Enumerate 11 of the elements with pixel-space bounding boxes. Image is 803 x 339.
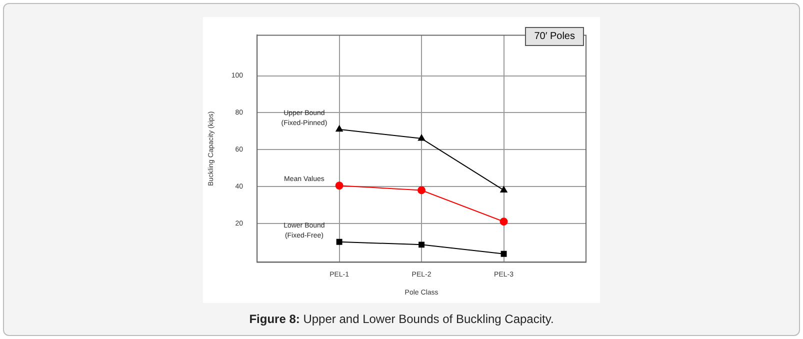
point [336,125,343,132]
point [500,186,508,192]
point [418,186,426,194]
point [336,238,342,245]
caption: Figure 8: Upper and Lower Bounds of Buckling Capacity. [248,312,555,326]
point [500,250,507,257]
point [418,242,425,248]
point [418,134,426,141]
point [335,182,344,190]
point [500,218,508,226]
annotation: 70′ Poles [525,27,584,46]
